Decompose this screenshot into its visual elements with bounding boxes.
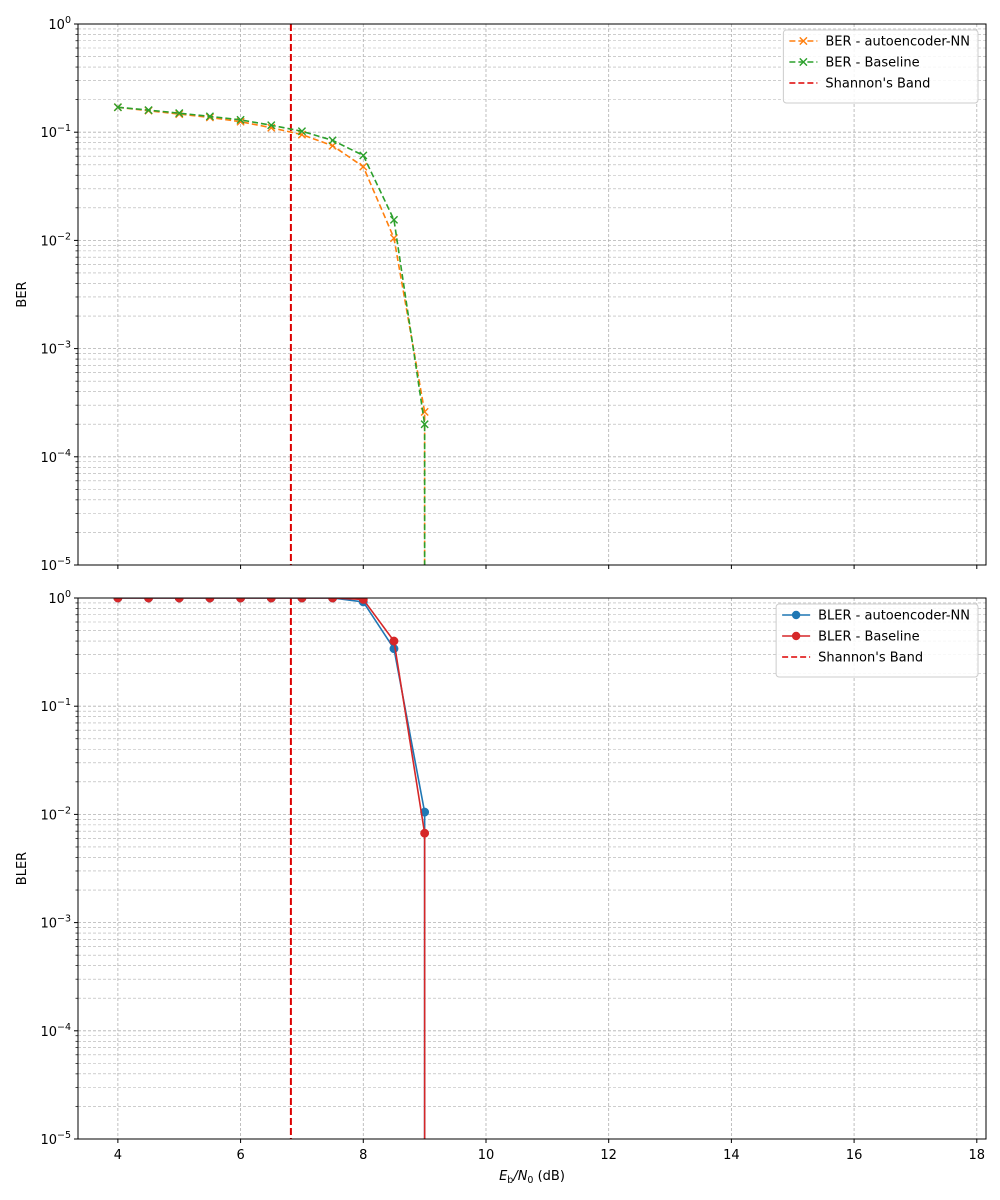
y-tick-label: 10−1 [40, 123, 71, 141]
data-point [420, 807, 430, 817]
data-point [389, 636, 399, 646]
chart-panel-2: 4 6 8 10 12 14 16 18 10−5 10−4 10−3 10−2 10−1 100 BLER… [15, 589, 987, 1186]
legend-label: BLER - Baseline [818, 630, 919, 645]
legend-label: Shannon's Band [825, 77, 930, 92]
data-point [205, 112, 214, 121]
data-point [113, 103, 122, 112]
plot-area [113, 24, 429, 565]
y-tick-label: 10−1 [40, 697, 71, 715]
legend-swatch-marker [799, 57, 808, 67]
data-point [205, 598, 215, 603]
data-point [328, 598, 338, 603]
x-axis-label: Eb/N0 (dB) [499, 1169, 565, 1186]
legend-label: BLER - autoencoder-NN [818, 609, 970, 624]
data-point [359, 162, 368, 171]
y-tick-label: 10−3 [40, 914, 71, 932]
x-tick-label: 6 [236, 1148, 244, 1163]
data-point [359, 151, 368, 160]
chart-panel-1: 10−5 10−4 10−3 10−2 10−1 100 BER BER - autoenco… [15, 15, 987, 574]
data-point [113, 598, 123, 603]
data-point [297, 598, 307, 603]
data-point [297, 127, 307, 136]
series-line-2 [117, 106, 426, 565]
x-tick-label: 4 [114, 1148, 122, 1163]
legend-label: BER - Baseline [825, 56, 919, 71]
data-point [236, 115, 245, 124]
data-point [328, 136, 337, 145]
axes-frame [77, 23, 987, 566]
data-point [144, 598, 154, 603]
y-tick-label: 10−4 [40, 1022, 71, 1040]
x-tick-label: 18 [969, 1148, 986, 1163]
y-tick-label: 100 [48, 15, 71, 33]
legend-label: BER - autoencoder-NN [825, 35, 970, 50]
y-tick-label: 10−2 [40, 231, 71, 249]
series-line-1 [117, 106, 426, 565]
data-point [175, 109, 184, 118]
data-point [420, 828, 430, 838]
axes-frame [77, 597, 987, 1140]
x-tick-label: 14 [723, 1148, 740, 1163]
data-point [389, 215, 399, 224]
data-point [236, 598, 246, 603]
legend-swatch-marker [791, 610, 801, 620]
y-tick-label: 10−4 [40, 448, 71, 466]
x-tick-label: 16 [846, 1148, 863, 1163]
grid [78, 598, 986, 1139]
legend-swatch-marker [799, 36, 808, 46]
data-point [205, 113, 214, 122]
data-point [420, 420, 429, 429]
y-axis-label: BLER [15, 852, 30, 885]
x-tick-label: 12 [600, 1148, 617, 1163]
y-tick-label: 100 [48, 589, 71, 607]
plot-area [113, 598, 430, 1139]
legend-box [775, 603, 979, 678]
legend-swatch-marker [791, 631, 801, 641]
legend-label: Shannon's Band [818, 651, 923, 666]
x-tick-label: 8 [359, 1148, 367, 1163]
y-tick-label: 10−3 [40, 340, 71, 358]
y-axis-label: BER [15, 281, 30, 307]
data-point [266, 598, 276, 603]
data-point [144, 106, 153, 115]
grid [78, 24, 986, 565]
legend-box [782, 29, 979, 104]
series-line-2 [117, 598, 426, 1139]
data-point [297, 130, 307, 139]
y-tick-label: 10−5 [40, 556, 71, 574]
data-point [358, 598, 368, 604]
data-point [174, 598, 184, 603]
legend: BER - autoencoder-NN BER - Baseline Shanno… [782, 29, 979, 104]
y-tick-label: 10−2 [40, 805, 71, 823]
x-tick-label: 10 [478, 1148, 495, 1163]
y-tick-label: 10−5 [40, 1130, 71, 1148]
data-point [267, 121, 276, 130]
legend: BLER - autoencoder-NN BLER - Baseline Shan… [775, 603, 979, 678]
